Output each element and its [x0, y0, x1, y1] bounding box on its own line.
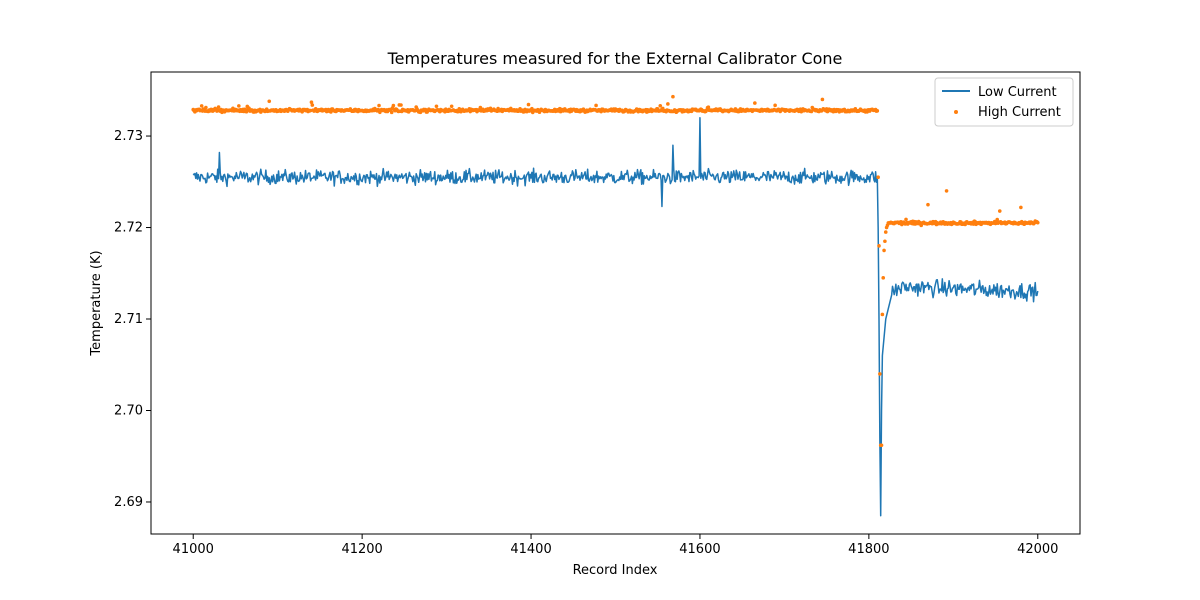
legend-high-current-label: High Current — [978, 105, 1061, 120]
high-current-point — [876, 175, 880, 180]
legend: Low Current High Current — [934, 77, 1074, 127]
high-current-point — [878, 372, 882, 376]
high-current-point — [944, 189, 949, 193]
high-current-point — [881, 276, 886, 280]
high-current-point — [877, 244, 881, 248]
high-current-point — [449, 104, 454, 109]
high-current-point — [820, 97, 825, 102]
x-tick-label: 42000 — [1017, 542, 1058, 557]
y-tick-label: 2.71 — [114, 312, 143, 327]
y-tick-label: 2.73 — [114, 129, 143, 144]
x-tick-label: 41000 — [173, 542, 214, 557]
y-axis-label: Temperature (K) — [89, 250, 104, 356]
high-current-point — [926, 202, 930, 207]
high-current-point — [883, 239, 887, 244]
legend-high-current-swatch — [954, 110, 958, 114]
high-current-point — [199, 104, 204, 108]
high-current-point — [389, 110, 394, 115]
high-current-point — [904, 217, 908, 222]
y-tick-label: 2.72 — [114, 221, 143, 236]
high-current-point — [773, 103, 777, 108]
plot-frame — [150, 71, 1081, 535]
low-current-line — [192, 116, 1039, 517]
high-current-point — [391, 103, 396, 108]
high-current-point — [526, 102, 531, 107]
high-current-point — [247, 106, 251, 111]
high-current-point — [216, 105, 221, 109]
high-current-point — [882, 248, 886, 253]
high-current-point — [883, 230, 888, 234]
legend-low-current-label: Low Current — [978, 85, 1057, 100]
y-tick-label: 2.69 — [114, 495, 143, 510]
high-current-point — [997, 209, 1002, 213]
high-current-point — [753, 101, 757, 105]
high-current-point — [267, 99, 272, 104]
high-current-point — [671, 94, 675, 99]
high-current-point — [995, 217, 1000, 222]
high-current-point — [879, 443, 884, 448]
high-current-point — [309, 100, 314, 104]
high-current-point — [706, 105, 711, 110]
high-current-point — [310, 103, 315, 107]
chart-title: Temperatures measured for the External C… — [387, 49, 843, 68]
high-current-point — [434, 104, 439, 109]
high-current-point — [1019, 205, 1023, 210]
y-tick-label: 2.70 — [114, 403, 143, 418]
x-axis: 41000 41200 41400 41600 41800 42000 — [173, 534, 1058, 557]
x-tick-label: 41400 — [510, 542, 551, 557]
high-current-point — [399, 103, 403, 107]
x-tick-label: 41200 — [341, 542, 382, 557]
high-current-point — [880, 312, 885, 317]
x-tick-label: 41600 — [679, 542, 720, 557]
y-axis: 2.69 2.70 2.71 2.72 2.73 — [114, 129, 151, 510]
high-current-point — [204, 105, 208, 110]
high-current-point — [658, 103, 663, 108]
plot-area — [191, 94, 1040, 517]
high-current-point — [594, 103, 598, 108]
high-current-point — [666, 102, 670, 106]
high-current-point — [377, 103, 381, 108]
high-current-point — [237, 104, 241, 108]
high-current-point — [875, 109, 880, 113]
x-axis-label: Record Index — [573, 563, 658, 578]
high-current-point — [1035, 220, 1040, 225]
high-current-point — [329, 110, 333, 114]
x-tick-label: 41800 — [848, 542, 889, 557]
